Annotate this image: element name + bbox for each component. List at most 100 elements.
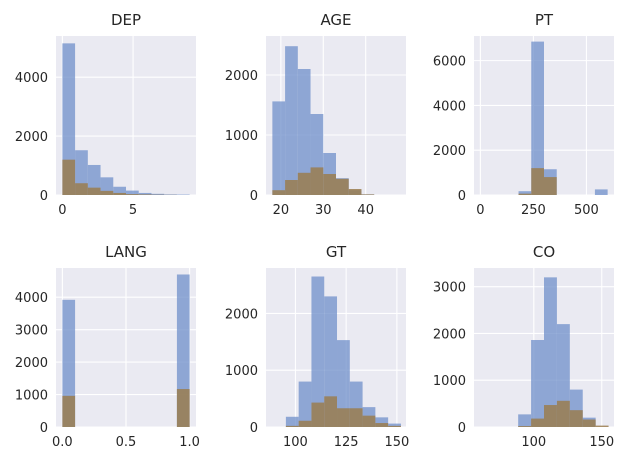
histogram-bar bbox=[285, 416, 299, 427]
y-tick-label: 6000 bbox=[433, 55, 466, 70]
histogram-bar bbox=[310, 167, 324, 195]
histogram-bar bbox=[348, 189, 362, 195]
histogram-bar bbox=[298, 381, 312, 427]
y-tick-label: 0 bbox=[458, 189, 466, 204]
histogram-bar bbox=[138, 194, 152, 195]
histogram-bar bbox=[336, 178, 349, 195]
y-tick-label: 1000 bbox=[15, 389, 48, 404]
histogram-bar bbox=[531, 168, 544, 195]
y-tick-label: 4000 bbox=[15, 71, 48, 86]
histogram-bar bbox=[361, 194, 375, 195]
y-tick-label: 1000 bbox=[225, 129, 258, 144]
x-tick-label: 100 bbox=[283, 435, 308, 450]
y-tick-label: 0 bbox=[40, 189, 48, 204]
histogram-bar bbox=[323, 174, 336, 195]
x-tick-label: 40 bbox=[357, 203, 374, 218]
histogram-bar bbox=[285, 46, 298, 196]
histogram-bar bbox=[62, 395, 76, 427]
x-tick-label: 150 bbox=[589, 435, 614, 450]
histogram-bar bbox=[337, 408, 350, 427]
x-tick-label: 150 bbox=[384, 435, 409, 450]
y-tick-label: 1000 bbox=[433, 374, 466, 389]
histogram-bar bbox=[176, 389, 190, 427]
histogram-bar bbox=[311, 402, 325, 427]
histogram-bar bbox=[595, 425, 609, 427]
x-tick-label: 0.0 bbox=[52, 435, 73, 450]
histogram-bar bbox=[138, 192, 152, 195]
histogram-bar bbox=[531, 418, 544, 427]
y-tick-label: 2000 bbox=[225, 69, 258, 84]
histogram-bar bbox=[518, 414, 532, 427]
subplot-title: LANG bbox=[105, 243, 147, 261]
histogram-bar bbox=[100, 177, 114, 195]
histogram-bar bbox=[311, 276, 325, 427]
x-tick-label: 100 bbox=[521, 435, 546, 450]
histogram-bar bbox=[518, 426, 532, 427]
histogram-bar bbox=[518, 193, 532, 195]
histogram-bar bbox=[272, 190, 286, 195]
histogram-bar bbox=[375, 417, 389, 427]
histogram-bar bbox=[151, 193, 165, 195]
histogram-bar bbox=[349, 408, 363, 427]
x-tick-label: 20 bbox=[273, 203, 290, 218]
histogram-bar bbox=[87, 164, 101, 195]
y-tick-label: 3000 bbox=[433, 281, 466, 296]
histogram-bar bbox=[362, 415, 376, 427]
histogram-bar bbox=[272, 101, 286, 195]
histogram-bar bbox=[569, 410, 583, 427]
histogram-bar bbox=[164, 194, 177, 195]
histogram-bar bbox=[582, 419, 596, 427]
x-tick-label: 0.5 bbox=[116, 435, 137, 450]
histogram-bar bbox=[87, 187, 101, 195]
histogram-bar bbox=[544, 177, 557, 195]
y-tick-label: 2000 bbox=[15, 356, 48, 371]
x-tick-label: 125 bbox=[334, 435, 359, 450]
histogram-bar bbox=[544, 277, 557, 427]
subplot-age: AGE 20 30 40 0 1000 2000 bbox=[225, 11, 406, 218]
histogram-bar bbox=[62, 299, 76, 427]
histogram-bar bbox=[594, 189, 608, 195]
histogram-bar bbox=[100, 190, 114, 195]
histogram-bar bbox=[531, 340, 544, 427]
x-tick-label: 0 bbox=[476, 203, 484, 218]
y-tick-label: 0 bbox=[40, 421, 48, 436]
subplot-co: CO 100 150 0 1000 2000 3000 bbox=[433, 243, 614, 450]
histogram-bar bbox=[62, 159, 76, 195]
subplot-lang: LANG 0.0 0.5 1.0 0 1000 2000 3000 4000 bbox=[15, 243, 200, 450]
y-tick-label: 1000 bbox=[225, 364, 258, 379]
histogram-bar bbox=[518, 191, 532, 195]
histogram-bar bbox=[285, 425, 299, 427]
subplot-title: PT bbox=[535, 11, 554, 29]
histogram-bar bbox=[337, 340, 350, 427]
y-tick-label: 2000 bbox=[433, 327, 466, 342]
x-tick-label: 250 bbox=[521, 203, 546, 218]
subplot-title: GT bbox=[326, 243, 347, 261]
subplot-dep: DEP 0 5 0 2000 4000 bbox=[15, 11, 196, 218]
histogram-bar bbox=[75, 183, 88, 195]
histogram-bar bbox=[556, 400, 570, 427]
histogram-bar bbox=[297, 172, 311, 195]
histogram-bar bbox=[388, 423, 401, 427]
histogram-bar bbox=[375, 423, 389, 427]
histogram-bar bbox=[176, 274, 190, 427]
y-tick-label: 4000 bbox=[15, 291, 48, 306]
histogram-bar bbox=[544, 405, 557, 427]
subplot-title: AGE bbox=[320, 11, 351, 29]
histogram-bar bbox=[113, 186, 126, 195]
y-tick-label: 4000 bbox=[433, 99, 466, 114]
x-tick-label: 30 bbox=[315, 203, 332, 218]
x-tick-label: 0 bbox=[58, 203, 66, 218]
y-tick-label: 2000 bbox=[225, 307, 258, 322]
subplot-gt: GT 100 125 150 0 1000 2000 bbox=[225, 243, 409, 450]
y-tick-label: 2000 bbox=[15, 130, 48, 145]
subplot-title: CO bbox=[533, 243, 555, 261]
y-tick-label: 0 bbox=[250, 421, 258, 436]
y-tick-label: 2000 bbox=[433, 144, 466, 159]
histogram-bar bbox=[62, 43, 76, 195]
y-tick-label: 3000 bbox=[15, 324, 48, 339]
histogram-bar bbox=[324, 396, 338, 427]
subplot-title: DEP bbox=[111, 11, 141, 29]
subplot-pt: PT 0 250 500 0 2000 4000 6000 bbox=[433, 11, 614, 218]
histogram-bar bbox=[297, 69, 311, 195]
